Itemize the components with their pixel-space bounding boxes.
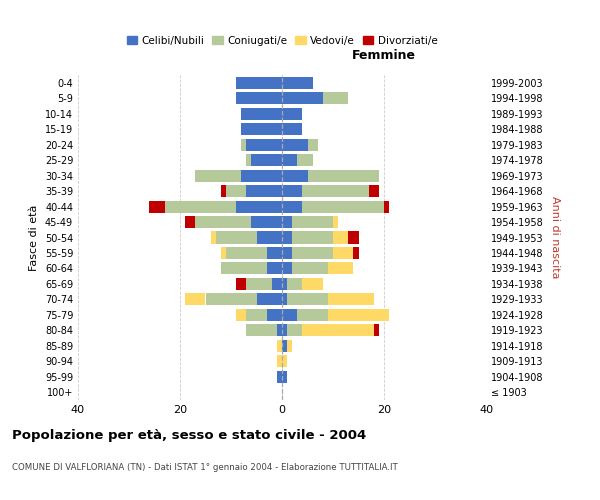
Bar: [282, 262, 292, 274]
Bar: [328, 309, 389, 321]
Bar: [282, 76, 313, 89]
Bar: [282, 309, 298, 321]
Bar: [247, 185, 282, 197]
Bar: [267, 262, 282, 274]
Bar: [308, 170, 379, 181]
Bar: [282, 294, 287, 306]
Legend: Celibi/Nubili, Coniugati/e, Vedovi/e, Divorziati/e: Celibi/Nubili, Coniugati/e, Vedovi/e, Di…: [122, 32, 442, 50]
Bar: [236, 92, 282, 104]
Bar: [241, 138, 247, 150]
Bar: [323, 92, 349, 104]
Bar: [241, 108, 282, 120]
Bar: [282, 92, 323, 104]
Bar: [302, 278, 323, 290]
Bar: [353, 247, 359, 259]
Bar: [236, 278, 247, 290]
Bar: [267, 247, 282, 259]
Bar: [282, 371, 287, 383]
Bar: [221, 247, 226, 259]
Bar: [241, 123, 282, 135]
Bar: [247, 278, 272, 290]
Bar: [251, 216, 282, 228]
Bar: [221, 185, 226, 197]
Bar: [287, 324, 302, 336]
Bar: [206, 294, 257, 306]
Bar: [211, 232, 216, 243]
Bar: [247, 154, 251, 166]
Bar: [374, 324, 379, 336]
Text: COMUNE DI VALFLORIANA (TN) - Dati ISTAT 1° gennaio 2004 - Elaborazione TUTTITALI: COMUNE DI VALFLORIANA (TN) - Dati ISTAT …: [12, 464, 398, 472]
Bar: [196, 216, 251, 228]
Bar: [277, 324, 282, 336]
Bar: [292, 262, 328, 274]
Bar: [298, 309, 328, 321]
Bar: [236, 200, 282, 212]
Bar: [369, 185, 379, 197]
Bar: [292, 216, 333, 228]
Bar: [282, 340, 287, 352]
Bar: [247, 324, 277, 336]
Bar: [226, 247, 267, 259]
Bar: [221, 262, 267, 274]
Bar: [185, 216, 196, 228]
Bar: [298, 154, 313, 166]
Bar: [277, 356, 282, 368]
Bar: [292, 247, 333, 259]
Bar: [333, 247, 353, 259]
Bar: [308, 138, 318, 150]
Bar: [282, 123, 302, 135]
Bar: [236, 76, 282, 89]
Bar: [287, 294, 328, 306]
Bar: [302, 324, 374, 336]
Bar: [185, 294, 206, 306]
Bar: [241, 170, 282, 181]
Bar: [282, 170, 308, 181]
Bar: [257, 232, 282, 243]
Bar: [165, 200, 236, 212]
Bar: [302, 185, 369, 197]
Bar: [282, 232, 292, 243]
Text: Popolazione per età, sesso e stato civile - 2004: Popolazione per età, sesso e stato civil…: [12, 430, 366, 442]
Bar: [267, 309, 282, 321]
Bar: [251, 154, 282, 166]
Bar: [333, 232, 349, 243]
Bar: [196, 170, 241, 181]
Bar: [257, 294, 282, 306]
Bar: [287, 278, 302, 290]
Bar: [277, 371, 282, 383]
Bar: [226, 185, 247, 197]
Y-axis label: Fasce di età: Fasce di età: [29, 204, 39, 270]
Bar: [302, 200, 384, 212]
Bar: [277, 340, 282, 352]
Bar: [328, 294, 374, 306]
Bar: [236, 309, 247, 321]
Bar: [282, 108, 302, 120]
Y-axis label: Anni di nascita: Anni di nascita: [550, 196, 560, 279]
Text: Femmine: Femmine: [352, 49, 416, 62]
Bar: [216, 232, 257, 243]
Bar: [282, 356, 287, 368]
Bar: [247, 309, 267, 321]
Bar: [272, 278, 282, 290]
Bar: [282, 324, 287, 336]
Bar: [149, 200, 164, 212]
Bar: [333, 216, 338, 228]
Bar: [282, 216, 292, 228]
Bar: [287, 340, 292, 352]
Bar: [384, 200, 389, 212]
Bar: [349, 232, 359, 243]
Bar: [292, 232, 333, 243]
Bar: [328, 262, 353, 274]
Bar: [282, 185, 302, 197]
Bar: [282, 200, 302, 212]
Bar: [282, 138, 308, 150]
Bar: [282, 247, 292, 259]
Bar: [282, 278, 287, 290]
Bar: [247, 138, 282, 150]
Bar: [282, 154, 298, 166]
